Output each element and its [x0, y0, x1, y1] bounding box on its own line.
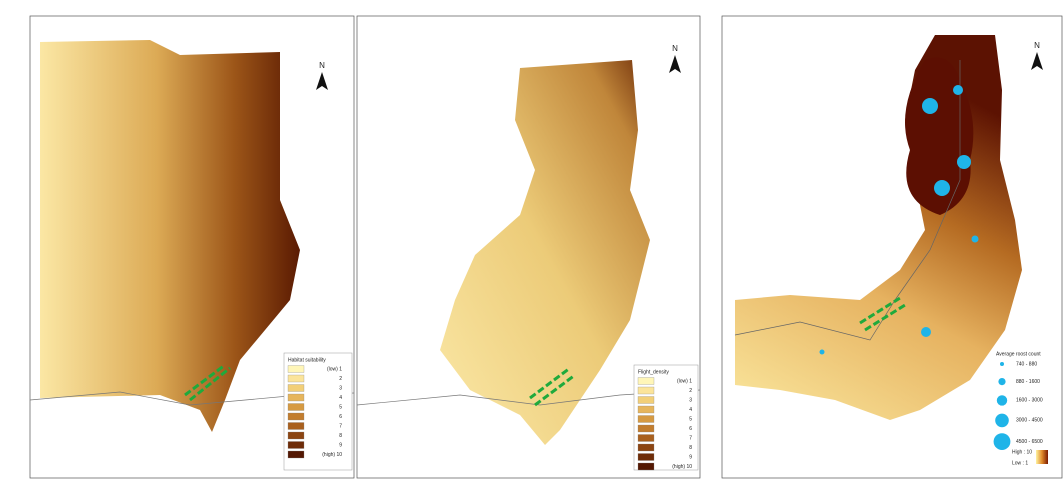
legend-label: 8 — [339, 433, 342, 439]
legend-swatch — [287, 393, 305, 402]
legend-label: 9 — [689, 454, 692, 460]
legend-swatch — [287, 403, 305, 411]
legend-title: Flight_density — [638, 369, 669, 375]
legend-label: 5 — [689, 416, 692, 422]
roost-point — [957, 155, 971, 169]
roost-point — [922, 98, 938, 114]
legend-symbol — [1000, 362, 1004, 366]
roost-point — [953, 85, 963, 95]
legend-swatch — [637, 415, 655, 423]
legend-label: 880 - 1600 — [1016, 379, 1040, 385]
study-site — [184, 363, 231, 402]
north-arrow — [669, 55, 681, 73]
study-site — [859, 296, 906, 332]
roost-point — [934, 180, 950, 196]
legend-swatch — [287, 412, 305, 421]
legend-swatch — [637, 434, 655, 442]
panel-habitat — [29, 15, 355, 479]
legend-swatch — [637, 453, 655, 461]
legend-label: 3 — [339, 385, 342, 391]
legend-swatch — [637, 405, 655, 414]
legend-symbol — [996, 395, 1008, 406]
legend-label: (low) 1 — [327, 366, 342, 372]
legend-label: (high) 10 — [322, 452, 342, 458]
legend-swatch — [637, 386, 655, 395]
panel-roost — [721, 15, 1063, 479]
legend-symbol — [998, 378, 1006, 386]
legend-swatch — [637, 396, 655, 404]
legend-low: Low : 1 — [1012, 460, 1028, 466]
legend-label: 7 — [689, 435, 692, 441]
legend-label: 3 — [689, 397, 692, 403]
land — [40, 40, 300, 432]
legend-label: 8 — [689, 445, 692, 451]
north-label: N — [319, 61, 325, 70]
legend-label: 4 — [689, 407, 692, 413]
legend-swatch — [637, 377, 655, 385]
north-arrow — [1031, 52, 1043, 70]
legend-label: (high) 10 — [672, 464, 692, 470]
density-surface — [440, 60, 650, 445]
legend-label: 4 — [339, 395, 342, 401]
legend-swatch — [287, 431, 305, 440]
legend-label: 6 — [339, 414, 342, 420]
legend-label: 7 — [339, 423, 342, 429]
legend-swatch — [637, 443, 655, 452]
legend-label: 4500 - 6500 — [1016, 439, 1043, 445]
legend-swatch — [287, 441, 305, 449]
legend-title: Average roost count — [996, 351, 1041, 357]
legend-symbol — [993, 433, 1011, 450]
north-label: N — [1034, 41, 1040, 50]
legend-swatch — [287, 450, 305, 459]
legend-label: 2 — [689, 388, 692, 394]
legend-label: 740 - 880 — [1016, 361, 1037, 367]
roost-point — [971, 235, 979, 243]
legend-label: (low) 1 — [677, 378, 692, 384]
legend-swatch — [637, 462, 655, 471]
legend-label: 1600 - 3000 — [1016, 398, 1043, 404]
legend-swatch — [287, 365, 305, 373]
legend-swatch — [287, 422, 305, 430]
study-site — [529, 366, 576, 407]
roost-point — [921, 327, 931, 337]
north-arrow — [316, 72, 328, 90]
high-zone — [905, 57, 974, 215]
legend-swatch — [637, 424, 655, 433]
legend-swatch — [287, 384, 305, 392]
legend-label: 9 — [339, 442, 342, 448]
legend-label: 3000 - 4500 — [1016, 418, 1043, 424]
legend-high: High : 10 — [1012, 449, 1032, 455]
legend-title: Habitat suitability — [288, 357, 326, 363]
legend-swatch — [287, 374, 305, 383]
north-label: N — [672, 44, 678, 53]
legend-ramp — [1036, 450, 1048, 464]
legend-symbol — [995, 413, 1009, 428]
legend-label: 2 — [339, 376, 342, 382]
roost-point — [819, 349, 825, 355]
legend-label: 5 — [339, 404, 342, 410]
legend-label: 6 — [689, 426, 692, 432]
